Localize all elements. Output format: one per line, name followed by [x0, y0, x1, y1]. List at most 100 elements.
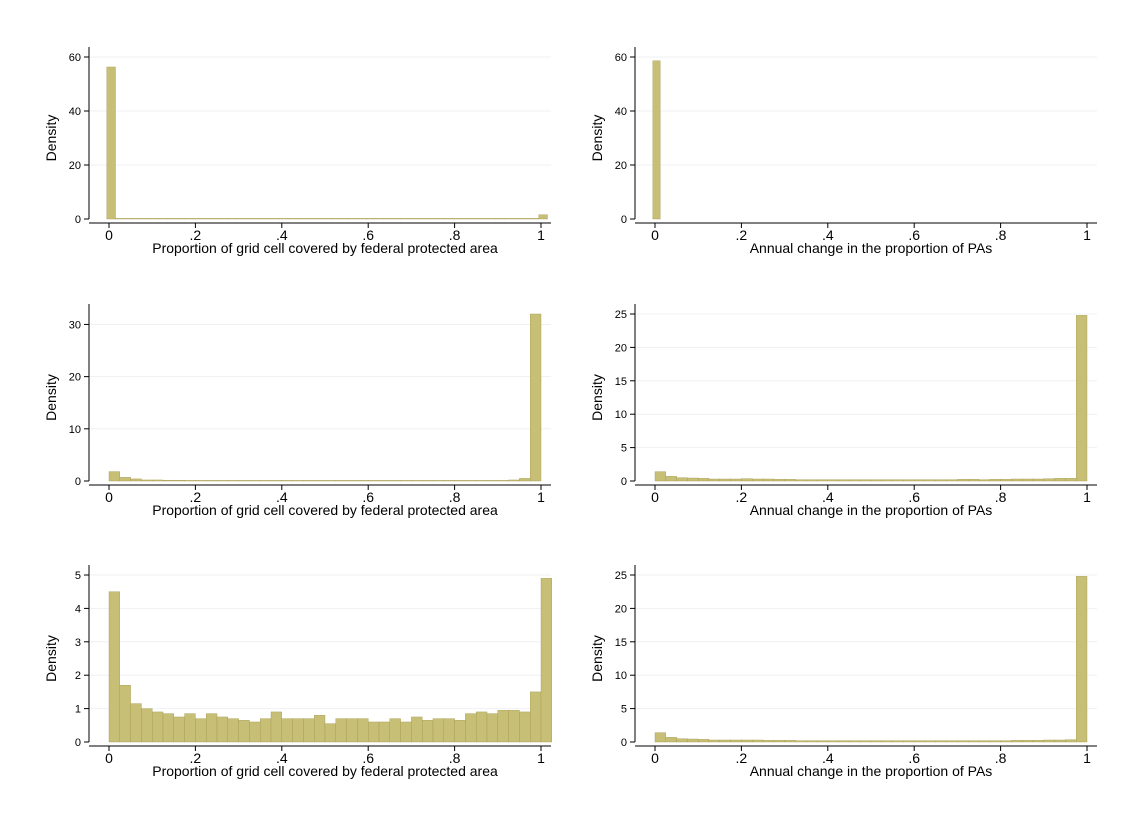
histogram-bar	[1000, 479, 1012, 482]
histogram-bar	[881, 479, 893, 482]
histogram-bar	[426, 218, 436, 220]
histogram-bar	[816, 479, 829, 482]
y-tick-label: 5	[621, 704, 627, 716]
x-tick-label: .6	[362, 489, 374, 505]
histogram-bar	[400, 218, 410, 220]
x-tick-label: .4	[276, 489, 288, 505]
histogram-bar	[1054, 478, 1066, 482]
histogram-bar	[151, 711, 164, 743]
histogram-bar	[115, 218, 125, 220]
y-axis-title: Density	[43, 635, 59, 682]
histogram-bar	[184, 480, 196, 482]
histogram-bar	[968, 740, 980, 743]
x-tick-label: .2	[190, 227, 202, 243]
x-tick-label: .6	[362, 750, 374, 766]
histogram-bar	[227, 480, 239, 482]
histogram-bar	[303, 480, 315, 482]
histogram-bar	[339, 218, 349, 220]
chart-panel-1: 0 20 40 60 0 .2 .4 .6 .8 1 Proportion of grid cell…	[43, 47, 551, 256]
histogram-bar	[314, 715, 326, 743]
y-tick-label: 3	[75, 637, 81, 649]
histogram-bar	[227, 218, 237, 220]
x-tick-label: 0	[651, 227, 659, 243]
histogram-bar	[784, 479, 796, 482]
histogram-bar	[411, 480, 423, 482]
y-tick-label: 15	[615, 637, 627, 649]
histogram-bar	[314, 218, 324, 220]
histogram-bar	[968, 479, 980, 482]
histogram-bar	[816, 740, 829, 743]
x-tick-label: .8	[995, 489, 1007, 505]
histogram-bar	[827, 479, 839, 482]
y-axis-title: Density	[589, 115, 605, 162]
histogram-bar	[389, 480, 401, 482]
histogram-bar	[346, 718, 358, 743]
histogram-bar	[454, 720, 466, 743]
histogram-bar	[322, 218, 332, 220]
histogram-bar	[141, 218, 151, 220]
x-axis-title: Proportion of grid cell covered by feder…	[152, 763, 498, 779]
histogram-bar	[335, 480, 347, 482]
histogram-bar	[1011, 478, 1023, 482]
histogram-bar	[218, 218, 229, 220]
histogram-bar	[1065, 739, 1077, 743]
histogram-bar	[130, 703, 142, 743]
histogram-bar	[519, 711, 531, 743]
x-tick-label: 1	[1083, 227, 1091, 243]
histogram-bar	[478, 218, 488, 220]
y-tick-label: 20	[69, 372, 81, 384]
histogram-bar	[465, 480, 477, 482]
histogram-bar	[383, 218, 393, 220]
y-tick-label: 10	[615, 670, 627, 682]
histogram-bar	[409, 218, 419, 220]
x-axis-title: Proportion of grid cell covered by feder…	[152, 502, 498, 518]
x-tick-label: .2	[736, 750, 748, 766]
histogram-bar	[784, 740, 796, 743]
histogram-bar	[806, 479, 818, 482]
histogram-bar	[1075, 315, 1088, 482]
histogram-bar	[324, 723, 337, 743]
y-tick-label: 15	[615, 376, 627, 388]
histogram-bar	[432, 718, 445, 743]
histogram-bar	[957, 479, 969, 482]
y-tick-label: 5	[75, 570, 81, 582]
histogram-bar	[249, 721, 261, 743]
x-tick-label: .4	[276, 750, 288, 766]
histogram-bar	[924, 479, 937, 482]
histogram-bar	[773, 479, 785, 482]
histogram-bar	[497, 480, 509, 482]
histogram-bar	[173, 716, 185, 743]
histogram-bar	[400, 480, 412, 482]
y-tick-label: 10	[615, 409, 627, 421]
histogram-bar	[676, 738, 688, 743]
histogram-bar	[238, 480, 250, 482]
histogram-bar	[184, 713, 196, 743]
histogram-bar	[368, 480, 380, 482]
histogram-bar	[216, 716, 229, 743]
histogram-bar	[1054, 739, 1066, 743]
histogram-bar	[978, 479, 991, 482]
histogram-bar	[870, 740, 883, 743]
histogram-bar	[391, 218, 401, 220]
histogram-bar	[389, 718, 401, 743]
x-tick-label: 0	[651, 489, 659, 505]
histogram-bar	[434, 218, 445, 220]
histogram-bar	[486, 480, 499, 482]
histogram-bar	[903, 740, 915, 743]
x-tick-label: .8	[995, 227, 1007, 243]
histogram-bar	[227, 718, 239, 743]
histogram-bar	[860, 479, 872, 482]
histogram-bar	[368, 721, 380, 743]
histogram-bar	[1022, 740, 1034, 743]
histogram-bar	[1011, 740, 1023, 743]
x-tick-label: .6	[908, 489, 920, 505]
x-tick-label: .8	[449, 750, 461, 766]
histogram-bar	[795, 479, 807, 482]
x-axis-title: Annual change in the proportion of PAs	[750, 763, 993, 779]
histogram-bar	[158, 218, 168, 220]
y-tick-label: 0	[621, 476, 627, 488]
histogram-bar	[357, 718, 369, 743]
histogram-bar	[512, 218, 522, 220]
y-tick-label: 20	[615, 342, 627, 354]
histogram-bar	[476, 711, 488, 743]
